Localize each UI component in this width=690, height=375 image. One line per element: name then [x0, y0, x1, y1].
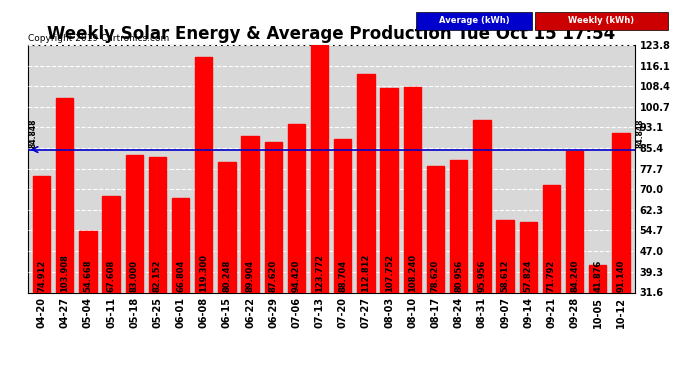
Bar — [520, 222, 537, 292]
Text: Average (kWh): Average (kWh) — [439, 16, 509, 26]
Bar — [126, 154, 143, 292]
Text: 103.908: 103.908 — [60, 254, 69, 292]
Bar — [288, 124, 305, 292]
Text: 89.904: 89.904 — [246, 260, 255, 292]
Bar — [195, 57, 213, 292]
Text: 57.824: 57.824 — [524, 260, 533, 292]
Text: 112.812: 112.812 — [362, 254, 371, 292]
Bar — [56, 98, 73, 292]
Text: 54.668: 54.668 — [83, 259, 92, 292]
Text: 87.620: 87.620 — [269, 260, 278, 292]
Text: 67.608: 67.608 — [106, 260, 115, 292]
Bar — [79, 231, 97, 292]
Text: Copyright 2019 Cartronics.com: Copyright 2019 Cartronics.com — [28, 33, 169, 42]
Bar — [542, 184, 560, 292]
Text: 94.420: 94.420 — [292, 260, 301, 292]
Bar — [33, 176, 50, 292]
Text: 123.772: 123.772 — [315, 254, 324, 292]
Text: 108.240: 108.240 — [408, 254, 417, 292]
Bar — [427, 166, 444, 292]
Bar — [241, 136, 259, 292]
Bar — [612, 133, 629, 292]
Bar — [334, 139, 351, 292]
Bar — [473, 120, 491, 292]
Text: 91.140: 91.140 — [616, 260, 625, 292]
Text: 71.792: 71.792 — [547, 260, 556, 292]
Bar — [218, 162, 235, 292]
Bar — [311, 45, 328, 292]
Text: 88.704: 88.704 — [338, 260, 347, 292]
Bar — [357, 75, 375, 292]
Bar — [264, 142, 282, 292]
Bar — [380, 88, 398, 292]
Text: 78.620: 78.620 — [431, 260, 440, 292]
Bar — [172, 198, 189, 292]
Text: 84.240: 84.240 — [570, 260, 579, 292]
Text: 80.248: 80.248 — [222, 260, 231, 292]
Text: 80.956: 80.956 — [454, 260, 463, 292]
FancyBboxPatch shape — [416, 12, 531, 30]
Text: 107.752: 107.752 — [384, 254, 393, 292]
Text: 82.152: 82.152 — [153, 259, 162, 292]
Bar — [589, 265, 607, 292]
Text: 74.912: 74.912 — [37, 260, 46, 292]
Text: 66.804: 66.804 — [176, 260, 185, 292]
Text: 58.612: 58.612 — [500, 259, 509, 292]
Bar — [102, 196, 120, 292]
Text: 41.876: 41.876 — [593, 260, 602, 292]
Bar — [404, 87, 421, 292]
Bar — [496, 220, 514, 292]
Text: Weekly (kWh): Weekly (kWh) — [569, 16, 635, 26]
FancyBboxPatch shape — [535, 12, 668, 30]
Title: Weekly Solar Energy & Average Production Tue Oct 15 17:54: Weekly Solar Energy & Average Production… — [47, 26, 615, 44]
Bar — [450, 160, 467, 292]
Text: 84.848: 84.848 — [636, 119, 645, 148]
Text: 95.956: 95.956 — [477, 260, 486, 292]
Text: 83.000: 83.000 — [130, 260, 139, 292]
Text: 84.848: 84.848 — [29, 119, 38, 148]
Text: 119.300: 119.300 — [199, 254, 208, 292]
Bar — [148, 157, 166, 292]
Bar — [566, 151, 583, 292]
